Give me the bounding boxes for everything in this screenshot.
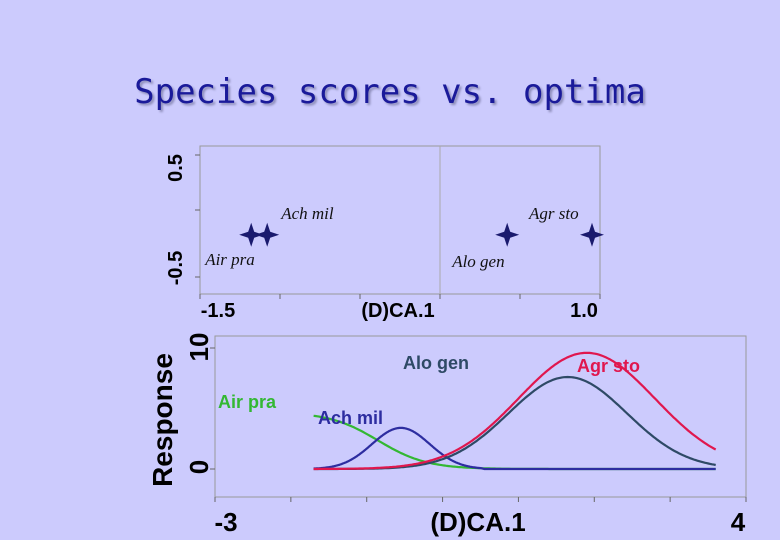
response-plot: Air pra Ach mil Alo gen Agr sto Response 10…	[147, 333, 747, 537]
ordination-y-tick-bottom: -0.5	[165, 251, 187, 285]
species-point-alo-gen	[495, 222, 520, 247]
ordination-frame	[199, 145, 601, 295]
ordination-points: Air pra Ach mil Alo gen Agr sto	[204, 204, 604, 271]
response-x-tick-right: 4	[731, 507, 746, 537]
ordination-ticks	[195, 154, 601, 299]
response-curve-agr-sto	[313, 351, 717, 471]
species-label: Alo gen	[451, 252, 504, 271]
response-y-tick-top: 10	[184, 333, 214, 362]
curve-label: Agr sto	[577, 356, 640, 376]
curve-label: Air pra	[218, 392, 277, 412]
species-point-air-pra	[239, 222, 264, 247]
species-label: Air pra	[204, 250, 255, 269]
curve-label: Alo gen	[403, 353, 469, 373]
response-x-tick-mid: (D)CA.1	[430, 507, 525, 537]
response-frame	[214, 335, 747, 498]
curve-label: Ach mil	[318, 408, 383, 428]
response-curve-ach-mil	[313, 426, 716, 471]
ordination-plot: Air pra Ach mil Alo gen Agr sto 0.5 -0.5 -1…	[165, 145, 604, 322]
species-point-agr-sto	[580, 222, 604, 247]
response-y-axis-label: Response	[147, 353, 178, 487]
response-x-tick-left: -3	[214, 507, 237, 537]
response-ticks	[210, 347, 747, 502]
response-y-tick-bottom: 0	[184, 460, 214, 474]
slide-title: Species scores vs. optima	[134, 72, 646, 112]
ordination-x-tick-mid: (D)CA.1	[361, 300, 434, 322]
response-curves: Air pra Ach mil Alo gen Agr sto	[218, 351, 717, 471]
species-label: Ach mil	[280, 204, 334, 223]
ordination-y-tick-top: 0.5	[165, 154, 187, 182]
ordination-x-tick-left: -1.5	[201, 300, 235, 322]
species-label: Agr sto	[528, 204, 579, 223]
ordination-x-tick-right: 1.0	[570, 300, 598, 322]
species-point-ach-mil	[255, 222, 280, 247]
